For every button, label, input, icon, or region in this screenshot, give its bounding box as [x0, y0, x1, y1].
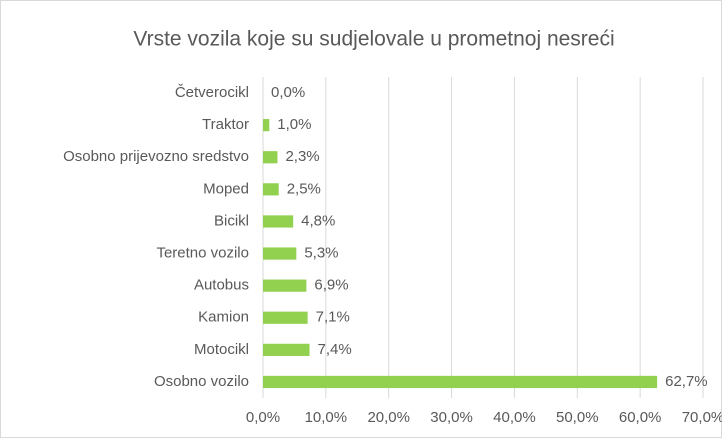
- x-tick-label: 60,0%: [619, 409, 662, 426]
- data-label: 2,5%: [287, 180, 321, 197]
- data-label: 0,0%: [271, 84, 305, 101]
- x-tick-label: 10,0%: [305, 409, 348, 426]
- bar: [263, 247, 297, 260]
- bar: [263, 311, 308, 324]
- x-tick-label: 50,0%: [556, 409, 599, 426]
- bar: [263, 375, 658, 389]
- data-label: 1,0%: [277, 116, 311, 133]
- y-tick-label: Osobno vozilo: [154, 373, 249, 390]
- data-label: 7,4%: [318, 341, 352, 358]
- bar: [263, 343, 310, 356]
- bar: [263, 215, 294, 228]
- x-tick-label: 0,0%: [246, 409, 280, 426]
- y-tick-label: Teretno vozilo: [156, 245, 249, 262]
- y-tick-label: Motocikl: [194, 341, 249, 358]
- bar: [263, 119, 270, 132]
- bar: [263, 183, 279, 196]
- y-tick-label: Bicikl: [214, 212, 249, 229]
- x-tick-label: 20,0%: [367, 409, 410, 426]
- y-tick-label: Kamion: [198, 309, 249, 326]
- bar: [263, 151, 278, 164]
- data-label: 5,3%: [304, 245, 338, 262]
- data-label: 4,8%: [301, 212, 335, 229]
- y-tick-label: Moped: [203, 180, 249, 197]
- x-tick-label: 40,0%: [493, 409, 536, 426]
- y-tick-label: Autobus: [194, 277, 249, 294]
- y-tick-label: Četverocikl: [175, 84, 249, 101]
- x-tick-label: 70,0%: [682, 409, 722, 426]
- data-label: 6,9%: [314, 277, 348, 294]
- data-label: 2,3%: [285, 148, 319, 165]
- y-tick-label: Traktor: [202, 116, 249, 133]
- data-label: 62,7%: [665, 373, 708, 390]
- chart-title: Vrste vozila koje su sudjelovale u prome…: [133, 28, 614, 51]
- y-tick-label: Osobno prijevozno sredstvo: [63, 148, 249, 165]
- x-tick-label: 30,0%: [430, 409, 473, 426]
- bar: [263, 279, 307, 292]
- data-label: 7,1%: [316, 309, 350, 326]
